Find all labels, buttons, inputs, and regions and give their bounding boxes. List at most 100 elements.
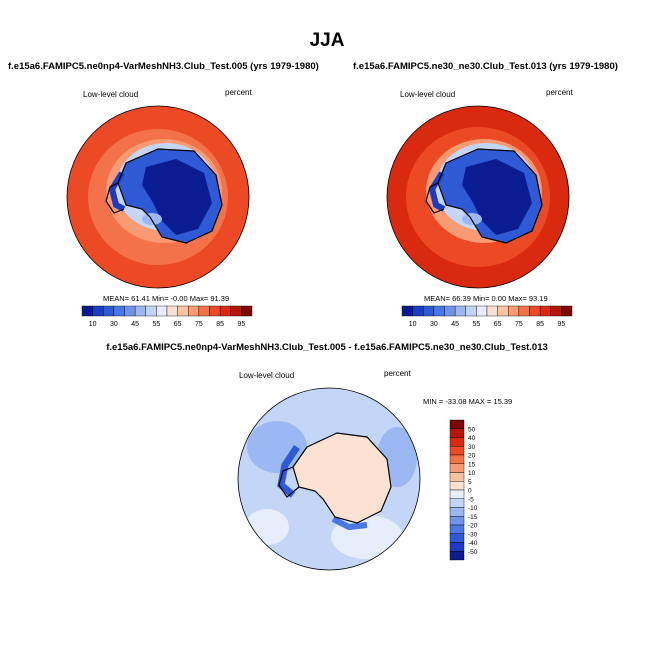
colorbar-tick-label: 10 [89, 321, 97, 328]
colorbar-tick-label: 20 [468, 453, 476, 460]
colorbar-tick-label: 30 [110, 321, 118, 328]
colorbar-tick-label: 50 [468, 426, 476, 433]
colorbar-tick-label: 0 [468, 488, 472, 495]
colorbar-swatch [497, 305, 509, 317]
colorbar-tick-label: 15 [468, 461, 476, 468]
colorbar-swatch [449, 463, 465, 473]
colorbar-swatch [449, 446, 465, 456]
colorbar-swatch [449, 551, 465, 561]
colorbar-tick-label: 85 [536, 321, 544, 328]
colorbar-swatch [449, 472, 465, 482]
colorbar-swatch [449, 524, 465, 534]
colorbar-swatch [81, 305, 93, 317]
colorbar-swatch [449, 542, 465, 552]
colorbar-tick-label: 75 [515, 321, 523, 328]
colorbar-swatch [449, 454, 465, 464]
colorbar-swatch [454, 305, 466, 317]
diff-title: f.e15a6.FAMIPC5.ne0np4-VarMeshNH3.Club_T… [106, 342, 548, 353]
weddell-patch [142, 213, 162, 225]
colorbar-swatch [433, 305, 445, 317]
peninsula-coastline [425, 182, 445, 214]
season-title: JJA [309, 30, 345, 51]
panel2-units: percent [546, 88, 573, 97]
colorbar-tick-label: 30 [468, 444, 476, 451]
colorbar-swatch [529, 305, 541, 317]
panel1-stats: MEAN= 61.41 Min= -0.00 Max= 91.39 [103, 294, 230, 303]
colorbar-tick-label: 65 [174, 321, 182, 328]
colorbar-swatch [92, 305, 104, 317]
panel1-colorbar: 10 30 45 55 65 75 85 95 [81, 305, 253, 328]
panel2-stats: MEAN= 66.39 Min= 0.00 Max= 93.19 [424, 294, 548, 303]
colorbar-tick-label: 55 [152, 321, 160, 328]
colorbar-swatch [449, 428, 465, 438]
colorbar-tick-label: -30 [468, 531, 478, 538]
colorbar-swatch [449, 498, 465, 508]
coastline [437, 148, 543, 244]
colorbar-tick-label: 85 [216, 321, 224, 328]
colorbar-swatch [449, 489, 465, 499]
peninsula-coastline [278, 466, 300, 498]
colorbar-swatch [449, 533, 465, 543]
colorbar-tick-label: -15 [468, 514, 478, 521]
colorbar-tick-label: -40 [468, 540, 478, 547]
peninsula-negative [277, 445, 300, 498]
colorbar-tick-label: 45 [451, 321, 459, 328]
colorbar-swatch [401, 305, 413, 317]
colorbar-tick-label: -50 [468, 549, 478, 556]
peninsula-cloud [428, 171, 446, 212]
colorbar-tick-label: 10 [468, 470, 476, 477]
panel1-variable-label: Low-level cloud [83, 90, 139, 99]
colorbar-swatch [188, 305, 200, 317]
antarctica-field [293, 433, 391, 523]
colorbar-swatch [449, 419, 465, 429]
colorbar-swatch [198, 305, 210, 317]
colorbar-tick-label: 10 [409, 321, 417, 328]
colorbar-tick-label: 40 [468, 435, 476, 442]
panel2-colorbar: 10 30 45 55 65 75 85 95 [401, 305, 573, 328]
colorbar-swatch [113, 305, 125, 317]
panel2-map [386, 105, 570, 289]
diff-variable-label: Low-level cloud [239, 371, 295, 380]
colorbar-swatch [230, 305, 242, 317]
coastline [117, 148, 223, 244]
colorbar-swatch [449, 437, 465, 447]
colorbar-tick-label: 30 [430, 321, 438, 328]
panel2-title: f.e15a6.FAMIPC5.ne30_ne30.Club_Test.013 … [353, 61, 618, 72]
panel2-variable-label: Low-level cloud [400, 90, 456, 99]
colorbar-swatch [508, 305, 520, 317]
colorbar-tick-label: 65 [494, 321, 502, 328]
colorbar-tick-label: 5 [468, 479, 472, 486]
colorbar-swatch [561, 305, 573, 317]
colorbar-swatch [476, 305, 488, 317]
colorbar-swatch [156, 305, 168, 317]
colorbar-swatch [145, 305, 157, 317]
diff-map [237, 387, 421, 571]
colorbar-swatch [449, 481, 465, 491]
colorbar-tick-label: -10 [468, 505, 478, 512]
diff-min-max: MIN = -33.08 MAX = 15.39 [423, 397, 513, 406]
colorbar-tick-label: 95 [557, 321, 565, 328]
colorbar-swatch [241, 305, 253, 317]
colorbar-swatch [423, 305, 435, 317]
colorbar-swatch [134, 305, 146, 317]
colorbar-swatch [486, 305, 498, 317]
peninsula-cloud [108, 171, 126, 212]
colorbar-swatch [103, 305, 115, 317]
colorbar-swatch [166, 305, 178, 317]
peninsula-coastline [105, 182, 125, 214]
colorbar-swatch [465, 305, 477, 317]
panel1-title: f.e15a6.FAMIPC5.ne0np4-VarMeshNH3.Club_T… [8, 61, 319, 72]
map-border [237, 387, 421, 571]
colorbar-tick-label: 75 [195, 321, 203, 328]
colorbar-swatch [449, 516, 465, 526]
map-border [66, 105, 250, 289]
colorbar-swatch [550, 305, 562, 317]
colorbar-swatch [177, 305, 189, 317]
map-border [386, 105, 570, 289]
colorbar-tick-label: -5 [468, 496, 474, 503]
colorbar-swatch [124, 305, 136, 317]
ross-negative [331, 516, 368, 531]
colorbar-swatch [412, 305, 424, 317]
colorbar-swatch [449, 507, 465, 517]
